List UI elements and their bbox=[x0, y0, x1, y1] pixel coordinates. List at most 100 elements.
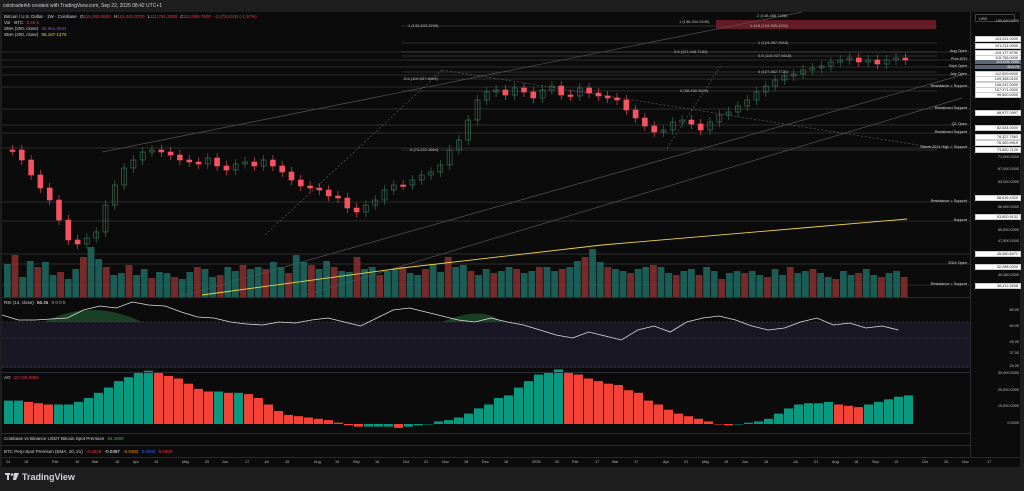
volume-label: Vol · BTC bbox=[4, 20, 24, 25]
price-label: 42,288.0000 bbox=[975, 264, 1021, 270]
time-tick: 19 bbox=[75, 460, 80, 464]
high-value: 115,441.3700 bbox=[117, 14, 145, 19]
volume-legend[interactable]: Vol · BTC 3.46 K bbox=[4, 20, 42, 25]
brand-name: TradingView bbox=[22, 472, 75, 482]
low-value: 111,761.3200 bbox=[150, 14, 178, 19]
time-tick: Oct bbox=[403, 460, 409, 464]
level-label: Resistance > Support bbox=[930, 84, 967, 88]
time-tick: Sep bbox=[353, 460, 360, 464]
chart-attribution: cointraderkh created with TradingView.co… bbox=[0, 0, 1024, 12]
price-label: 56,000.0000 bbox=[997, 205, 1019, 209]
time-tick: 16 bbox=[764, 460, 769, 464]
time-tick: 21 bbox=[424, 460, 429, 464]
sma-legend-1[interactable]: SMA (200, close) 35,964.9554 bbox=[4, 26, 69, 31]
time-tick: Apr bbox=[663, 460, 669, 464]
rsi-value: 56.46 bbox=[37, 300, 49, 305]
perp-legend[interactable]: BTC Perp-Spot Premium (EMA, 20, 21) -0.0… bbox=[4, 449, 174, 454]
rsi-axis-label: 45.00 bbox=[1009, 340, 1019, 344]
price-label: 121,211.0000 bbox=[975, 43, 1021, 49]
high-label: H bbox=[114, 14, 118, 19]
pane-divider[interactable] bbox=[2, 372, 970, 373]
time-tick: Jun bbox=[742, 460, 749, 464]
close-value: 113,006.7600 bbox=[183, 14, 211, 19]
pane-divider[interactable] bbox=[2, 297, 970, 298]
time-tick: 18 bbox=[115, 460, 120, 464]
perp-v4: 0.0000 bbox=[141, 449, 156, 454]
time-tick: Aug bbox=[832, 460, 839, 464]
ao-legend[interactable]: AO 10,726.0994 bbox=[4, 375, 41, 380]
fib-level-label: 0 (74,222.1564) bbox=[410, 147, 439, 152]
rsi-label: RSI (14, close) bbox=[4, 300, 34, 305]
sma-legend-2[interactable]: SMA (200, close) 55,187.1470 bbox=[4, 32, 69, 37]
level-label: Reclaimed Support bbox=[934, 130, 967, 134]
chart-canvas[interactable] bbox=[2, 12, 970, 457]
time-axis[interactable]: 24 15 Feb 19 Mar 18 Apr 15 May 20 Jun 17 Jul 15 Aug 19 S… bbox=[2, 457, 1020, 467]
time-tick: May bbox=[702, 460, 710, 464]
time-tick: Jul bbox=[793, 460, 798, 464]
time-tick: Jun bbox=[222, 460, 229, 464]
level-label: Prior ATH bbox=[950, 57, 967, 61]
time-tick: Sep bbox=[872, 460, 879, 464]
tradingview-logo[interactable]: TradingView bbox=[5, 472, 75, 482]
level-label: March 2024 High > Support bbox=[920, 145, 967, 149]
sma-label: SMA (200, close) bbox=[4, 26, 39, 31]
time-tick: 17 bbox=[987, 460, 992, 464]
price-label: 124,511.0000 bbox=[975, 36, 1021, 42]
premium-value: 64.4900 bbox=[107, 436, 124, 441]
time-tick: 18 bbox=[464, 460, 469, 464]
low-label: L bbox=[147, 14, 151, 19]
time-tick: 15 bbox=[154, 460, 159, 464]
price-label: 82,634.0000 bbox=[975, 125, 1021, 131]
tradingview-logo-icon bbox=[5, 473, 19, 480]
time-tick: 20 bbox=[944, 460, 949, 464]
perp-v5: 0.0000 bbox=[158, 449, 173, 454]
close-label: C bbox=[180, 14, 184, 19]
price-label: 78,327.7563 bbox=[975, 134, 1021, 140]
premium-legend[interactable]: Coinbase vs Binance USDT Bitcoin Spot Pr… bbox=[4, 436, 126, 441]
time-tick: 21 bbox=[814, 460, 819, 464]
time-tick: Feb bbox=[52, 460, 59, 464]
symbol-title[interactable]: Bitcoin / U.S. Dollar · 1W · Coinbase bbox=[4, 14, 77, 19]
rsi-axis-label: 37.00 bbox=[1009, 351, 1019, 355]
perp-v3: -0.0493 bbox=[123, 449, 139, 454]
time-tick: Mar bbox=[612, 460, 619, 464]
rsi-legend[interactable]: RSI (14, close) 56.46 0 0 0 0 bbox=[4, 300, 67, 305]
fib-level-label: 0.5 (115,937.5618) bbox=[758, 53, 792, 58]
rsi-extras: 0 0 0 0 bbox=[51, 300, 66, 305]
time-tick: 19 bbox=[335, 460, 340, 464]
time-tick: Dec bbox=[482, 460, 489, 464]
currency-label[interactable]: USD bbox=[975, 14, 1015, 22]
level-label: 2024 Open bbox=[948, 261, 967, 265]
fib-level-label: 0 (98,458.3820) bbox=[680, 88, 709, 93]
sma-value: 55,187.1470 bbox=[41, 32, 67, 37]
pane-divider[interactable] bbox=[2, 433, 970, 434]
level-label: Reclaimed Support bbox=[934, 106, 967, 110]
fib-level-label: 0 (107,882.7721) bbox=[758, 69, 789, 74]
price-label: 63,000.0000 bbox=[997, 180, 1019, 184]
perp-v1: -0.0619 bbox=[86, 449, 102, 454]
sma-label: SMA (200, close) bbox=[4, 32, 39, 37]
time-tick: 16 bbox=[375, 460, 380, 464]
premium-label: Coinbase vs Binance USDT Bitcoin Spot Pr… bbox=[4, 436, 105, 441]
time-tick: 19 bbox=[724, 460, 729, 464]
time-tick: 15 bbox=[894, 460, 899, 464]
price-label: 38,412.2638 bbox=[975, 283, 1021, 289]
time-tick: 21 bbox=[684, 460, 689, 464]
level-label: Sept Open bbox=[948, 64, 967, 68]
price-label: 113,006.7600 bbox=[975, 60, 1021, 64]
main-legend: Bitcoin / U.S. Dollar · 1W · Coinbase O 1… bbox=[4, 14, 259, 19]
price-label: 109,358.0100 bbox=[975, 76, 1021, 82]
time-tick: 24 bbox=[6, 460, 11, 464]
open-label: O bbox=[80, 14, 84, 19]
pane-divider[interactable] bbox=[2, 445, 970, 446]
footer: TradingView bbox=[0, 467, 1024, 491]
ao-label: AO bbox=[4, 375, 11, 380]
fib-level-label: 1 (133,633.3293) bbox=[408, 23, 439, 28]
price-label: 67,000.0000 bbox=[997, 167, 1019, 171]
fib-level-label: 0.5 (100,937.6909) bbox=[404, 76, 438, 81]
time-tick: Aug bbox=[314, 460, 321, 464]
price-label: 58,616.4320 bbox=[975, 195, 1021, 201]
time-tick: Nov bbox=[442, 460, 449, 464]
ao-axis-label: 10,000.0000 bbox=[997, 404, 1019, 408]
time-tick: Nov bbox=[962, 460, 969, 464]
